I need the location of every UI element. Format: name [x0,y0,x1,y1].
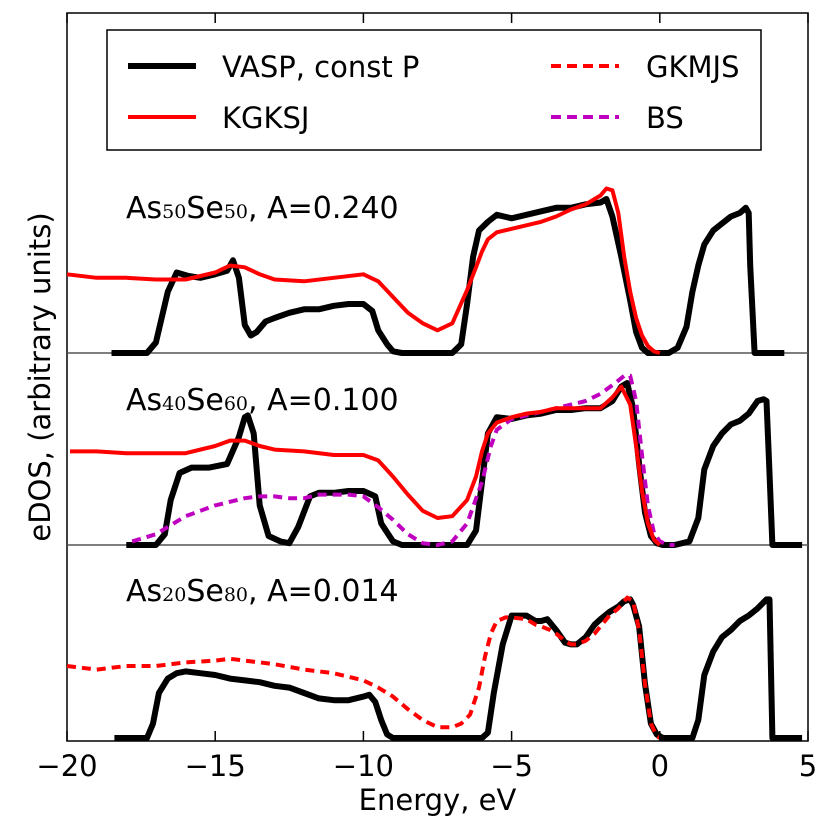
legend: VASP, const P KGKSJ GKMJS BS [106,29,762,151]
series-line-as50se50-kgksj [66,186,661,355]
x-tick-label-0: −20 [36,749,97,783]
series-line-as50se50-vasp-const-p [111,196,785,356]
x-tick-label-5: 5 [799,749,817,783]
legend-box [106,29,762,151]
x-tick-label-3: −5 [490,749,533,783]
panel-label-as50se50: As50Se50, A=0.240 [126,191,399,226]
legend-label-kgksj: KGKSJ [222,101,309,135]
y-axis-label: eDOS, (arbitrary units) [23,212,57,541]
x-tick-label-1: −15 [185,749,246,783]
x-axis-label: Energy, eV [359,783,517,817]
series-line-as40se60-bs [131,373,675,547]
legend-label-gkmjs: GKMJS [646,50,739,84]
legend-label-bs: BS [646,101,684,135]
legend-label-vasp: VASP, const P [222,50,419,84]
x-tick-label-4: 0 [651,749,669,783]
x-axis-ticks: −20 −15 −10 −5 0 5 [36,13,817,783]
series-line-as20se80-vasp-const-p [114,596,803,741]
series-line-as20se80-gkmjs [66,595,661,740]
series-layer [66,186,803,741]
x-tick-label-2: −10 [333,749,394,783]
panel-label-as40se60: As40Se60, A=0.100 [126,383,399,418]
panel-label-as20se80: As20Se80, A=0.014 [126,574,399,609]
series-line-as40se60-kgksj [70,384,662,547]
